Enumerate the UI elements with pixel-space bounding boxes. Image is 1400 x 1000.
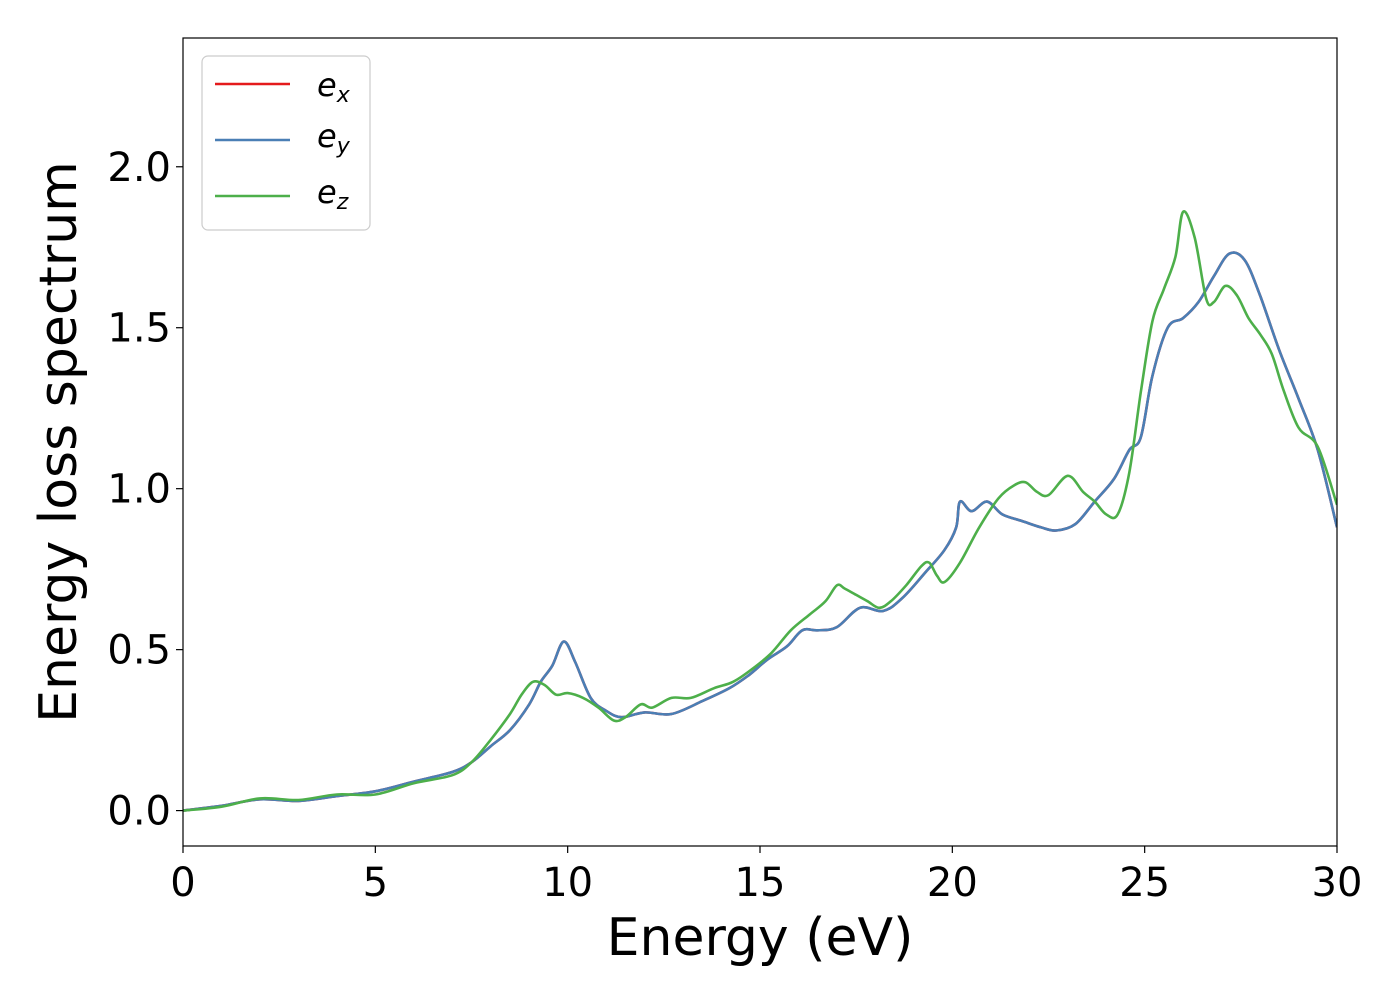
legend-label-ey: ey: [317, 117, 351, 159]
legend-label-ez: ez: [317, 173, 349, 215]
y-axis: 0.0 0.5 1.0 1.5 2.0: [107, 145, 183, 835]
series-group: [183, 210, 1337, 812]
y-tick-label: 1.5: [107, 306, 171, 352]
plot-area: [182, 37, 1338, 847]
legend: ex ey ez: [201, 55, 371, 231]
y-tick-label: 0.0: [107, 789, 171, 835]
legend-box: [201, 55, 371, 231]
x-tick-label: 25: [1119, 860, 1170, 906]
x-axis: 0 5 10 15 20 25 30: [170, 846, 1362, 906]
legend-label-ex: ex: [317, 66, 351, 108]
x-tick-label: 15: [735, 860, 786, 906]
y-axis-label: Energy loss spectrum: [29, 161, 89, 723]
y-tick-label: 1.0: [107, 467, 171, 513]
series-line-ez: [183, 210, 1337, 812]
y-tick-label: 2.0: [107, 145, 171, 191]
x-tick-label: 0: [170, 860, 195, 906]
x-tick-label: 5: [363, 860, 388, 906]
series-line-ey: [183, 251, 1337, 812]
y-tick-label: 0.5: [107, 628, 171, 674]
x-tick-label: 30: [1312, 860, 1363, 906]
x-tick-label: 20: [927, 860, 978, 906]
x-axis-label: Energy (eV): [607, 908, 914, 968]
x-tick-label: 10: [542, 860, 593, 906]
